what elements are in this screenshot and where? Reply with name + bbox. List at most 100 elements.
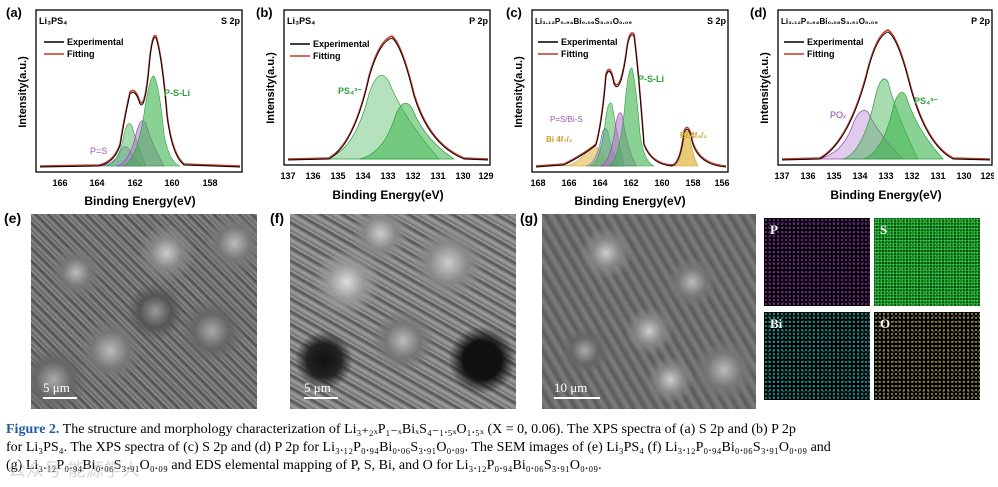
scale-label: 5 μm	[304, 380, 331, 395]
peak-label-p-s: P=S	[90, 146, 107, 156]
eds-map-s: S	[874, 218, 980, 306]
legend-experimental: Experimental	[313, 39, 370, 49]
tick-label: 156	[714, 178, 729, 188]
tick-label: 137	[774, 171, 789, 181]
y-axis-label: Intensity(a.u.)	[759, 52, 771, 124]
eds-map-label: P	[770, 222, 778, 237]
peak-label-p-s-li: P-S-Li	[164, 88, 190, 98]
eds-map-o: O	[874, 312, 980, 400]
panel-tag: (g)	[520, 210, 538, 226]
sem-image-f: 5 μm	[290, 214, 516, 409]
tick-label: 131	[930, 171, 945, 181]
tick-label: 136	[305, 171, 320, 181]
panel-tag: (c)	[506, 5, 522, 20]
legend-fitting: Fitting	[313, 51, 341, 61]
tick-label: 160	[164, 178, 179, 188]
tick-label: 134	[355, 171, 370, 181]
sample-label: Li₃PS₄	[39, 16, 67, 26]
xps-panel-d: (d) Li₃.₁₂P₀.₉₄Bi₀.₀₆S₃.₉₁O₀.₀₉ P 2p Exp…	[748, 4, 996, 210]
xps-panel-a: (a) Li₃PS₄ S 2p Experimental Fitting P-S…	[4, 4, 244, 210]
caption-line-3: (g) Li₃.₁₂P₀.₉₄Bi₀.₀₆S₃.₉₁O₀.₀₉ and EDS …	[6, 458, 602, 473]
sem-image-g: 10 μm	[542, 214, 756, 409]
xps-chart-c: (c) Li₃.₁₂P₀.₉₄Bi₀.₀₆S₃.₉₁O₀.₀₉ S 2p Exp…	[506, 5, 730, 208]
tick-label: 130	[455, 171, 470, 181]
tick-label: 130	[956, 171, 971, 181]
tick-label: 164	[89, 178, 104, 188]
scale-bar: 5 μm	[304, 380, 338, 399]
xps-panel-c: (c) Li₃.₁₂P₀.₉₄Bi₀.₀₆S₃.₉₁O₀.₀₉ S 2p Exp…	[504, 4, 744, 210]
tick-label: 160	[654, 178, 669, 188]
scale-bar-line	[554, 397, 600, 399]
sample-label: Li₃.₁₂P₀.₉₄Bi₀.₀₆S₃.₉₁O₀.₀₉	[781, 17, 878, 26]
orbital-label: S 2p	[221, 16, 241, 26]
legend-experimental: Experimental	[67, 37, 124, 47]
tick-label: 134	[852, 171, 867, 181]
tick-label: 129	[478, 171, 493, 181]
peak-label-ps4: PS₄³⁻	[338, 86, 362, 96]
x-axis-label: Binding Energy(eV)	[574, 194, 685, 208]
figure-label: Figure 2.	[6, 422, 60, 437]
eds-map-label: O	[880, 316, 891, 331]
tick-label: 135	[330, 171, 345, 181]
caption-text: The structure and morphology characteriz…	[59, 422, 796, 437]
y-axis-label: Intensity(a.u.)	[17, 56, 29, 128]
tick-label: 132	[904, 171, 919, 181]
peak-label-p-s-bi-s: P=S/Bi-S	[550, 115, 583, 124]
legend-experimental: Experimental	[561, 37, 618, 47]
eds-map-p: P	[764, 218, 870, 306]
peak-label-bi-4f72: Bi 4f₇/₂	[546, 135, 573, 144]
scale-label: 5 μm	[43, 380, 70, 395]
tick-label: 137	[280, 171, 295, 181]
eds-map-label: S	[880, 222, 888, 237]
y-axis-label: Intensity(a.u.)	[513, 56, 525, 128]
peak-label-p-s-li: P-S-Li	[638, 74, 664, 84]
legend-experimental: Experimental	[807, 37, 864, 47]
panel-tag: (b)	[256, 5, 273, 20]
legend-fitting: Fitting	[67, 49, 95, 59]
orbital-label: S 2p	[707, 16, 727, 26]
scale-label: 10 μm	[554, 380, 588, 395]
panel-tag: (e)	[4, 210, 22, 226]
figure-caption: Figure 2. The structure and morphology c…	[6, 421, 994, 475]
tick-label: 166	[561, 178, 576, 188]
xps-chart-a: (a) Li₃PS₄ S 2p Experimental Fitting P-S…	[6, 5, 243, 208]
y-axis-label: Intensity(a.u.)	[265, 52, 277, 124]
scale-bar: 10 μm	[554, 380, 600, 399]
peak-label-ps4: PS₄³⁻	[914, 96, 938, 106]
tick-label: 158	[685, 178, 700, 188]
scale-bar-line	[43, 397, 77, 399]
sample-label: Li₃PS₄	[287, 16, 315, 26]
tick-label: 132	[405, 171, 420, 181]
orbital-label: P 2p	[469, 16, 488, 26]
xps-chart-d: (d) Li₃.₁₂P₀.₉₄Bi₀.₀₆S₃.₉₁O₀.₀₉ P 2p Exp…	[750, 5, 996, 202]
tick-label: 162	[127, 178, 142, 188]
scale-bar-line	[304, 397, 338, 399]
watermark: 公众号·能源学人	[8, 460, 140, 481]
x-axis-label: Binding Energy(eV)	[830, 188, 941, 202]
x-axis-label: Binding Energy(eV)	[84, 194, 195, 208]
sem-image-e: 5 μm	[31, 214, 257, 409]
tick-label: 168	[530, 178, 545, 188]
eds-map-label: Bi	[770, 316, 783, 331]
caption-line-1: Figure 2. The structure and morphology c…	[6, 421, 994, 439]
legend-fitting: Fitting	[561, 49, 589, 59]
tick-label: 133	[380, 171, 395, 181]
panel-tag: (a)	[6, 5, 22, 20]
sample-label: Li₃.₁₂P₀.₉₄Bi₀.₀₆S₃.₉₁O₀.₀₉	[535, 17, 632, 26]
xps-panel-b: (b) Li₃PS₄ P 2p Experimental Fitting PS₄…	[254, 4, 494, 210]
x-axis-label: Binding Energy(eV)	[332, 188, 443, 202]
tick-label: 131	[430, 171, 445, 181]
tick-label: 162	[623, 178, 638, 188]
tick-label: 166	[52, 178, 67, 188]
panel-tag: (d)	[750, 5, 767, 20]
caption-line-2: for Li₃PS₄. The XPS spectra of (c) S 2p …	[6, 440, 831, 455]
tick-label: 129	[980, 171, 994, 181]
tick-label: 136	[800, 171, 815, 181]
tick-label: 164	[592, 178, 607, 188]
tick-label: 135	[826, 171, 841, 181]
peak-label-pox: POₓ	[830, 110, 846, 120]
xps-chart-b: (b) Li₃PS₄ P 2p Experimental Fitting PS₄…	[256, 5, 494, 202]
orbital-label: P 2p	[971, 16, 990, 26]
legend-fitting: Fitting	[807, 49, 835, 59]
panel-tag: (f)	[270, 210, 284, 226]
